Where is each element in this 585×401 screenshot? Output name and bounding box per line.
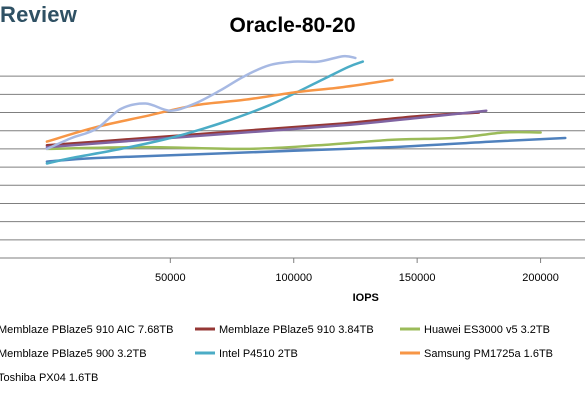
series-line <box>45 54 357 151</box>
legend-entry-label: Memblaze PBlaze5 900 3.2TB <box>0 348 147 360</box>
chart-title: Oracle-80-20 <box>229 14 356 37</box>
series-line <box>45 60 365 165</box>
legend-entry-label: Memblaze PBlaze5 910 AIC 7.68TB <box>0 324 173 336</box>
legend-entry-label: Toshiba PX04 1.6TB <box>0 372 98 384</box>
legend-entry-label: Memblaze PBlaze5 910 3.84TB <box>219 324 374 336</box>
series-line <box>45 111 481 147</box>
series-line <box>45 136 567 163</box>
x-axis-label: IOPS <box>353 292 379 304</box>
legend: Memblaze PBlaze5 910 AIC 7.68TB Memblaze … <box>0 324 553 384</box>
gridlines <box>0 75 585 259</box>
x-tick-label: 150000 <box>399 272 436 284</box>
x-tick-label: 200000 <box>522 272 559 284</box>
x-axis-ticks: 50000 100000 150000 200000 <box>155 258 559 284</box>
x-tick-label: 100000 <box>275 272 312 284</box>
series-line <box>45 109 488 149</box>
legend-entry-label: Huawei ES3000 v5 3.2TB <box>424 324 550 336</box>
x-tick-label: 50000 <box>155 272 186 284</box>
legend-entry-label: Intel P4510 2TB <box>219 348 298 360</box>
brand-logo-text: Review <box>0 2 78 27</box>
series-line <box>45 130 542 151</box>
series-lines <box>45 54 567 165</box>
legend-entry-label: Samsung PM1725a 1.6TB <box>424 348 553 360</box>
